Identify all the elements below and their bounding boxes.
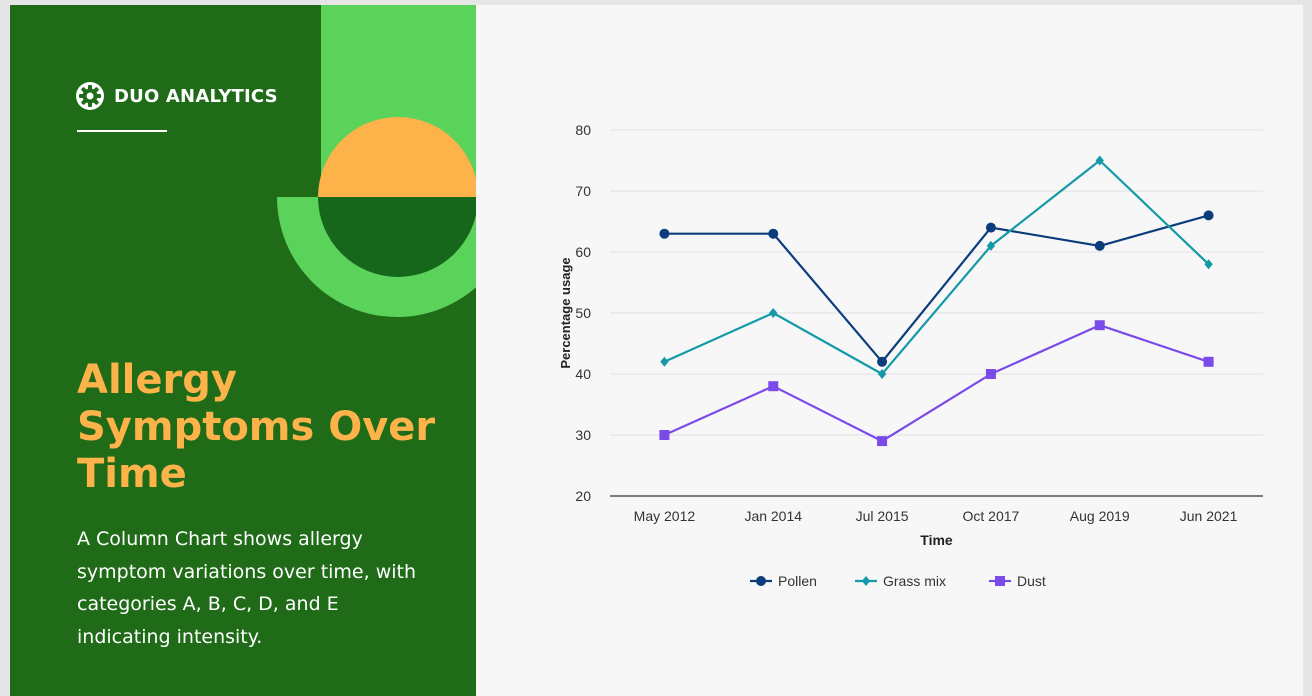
x-tick-label: Jun 2021 (1180, 508, 1238, 524)
x-tick-label: Aug 2019 (1070, 508, 1130, 524)
slide: DUO ANALYTICS Allergy Symptoms Over Time… (10, 5, 1303, 696)
line-chart: 20 30 40 50 60 70 80 May 2012 Jan 2014 Jul 2015 O… (558, 122, 1263, 589)
legend-item-grass-mix: Grass mix (855, 573, 946, 589)
decorative-shapes (277, 5, 476, 317)
data-point-pollen (659, 228, 670, 239)
orange-semicircle-shape (318, 117, 476, 197)
dark-green-semicircle-shape (318, 197, 476, 277)
y-tick-label: 40 (575, 366, 591, 382)
data-point-pollen (1094, 240, 1105, 251)
page-title: Allergy Symptoms Over Time (77, 357, 436, 497)
data-point-dust (877, 436, 888, 447)
data-point-grass-mix (1204, 259, 1213, 270)
chart-gridlines (610, 129, 1263, 436)
legend-label: Grass mix (883, 573, 946, 589)
y-tick-label: 70 (575, 183, 591, 199)
chart-legend: Pollen Grass mix Dust (750, 573, 1046, 589)
data-point-dust (659, 430, 670, 440)
data-point-dust (768, 381, 779, 392)
legend-swatch-marker (756, 576, 766, 586)
brand: DUO ANALYTICS (75, 81, 278, 111)
brand-divider (77, 130, 167, 132)
data-point-grass-mix (660, 356, 669, 367)
title-panel: DUO ANALYTICS Allergy Symptoms Over Time… (10, 5, 476, 696)
data-point-pollen (877, 356, 888, 367)
data-point-dust (1094, 320, 1105, 331)
legend-swatch-marker (861, 576, 871, 586)
y-tick-label: 80 (575, 122, 591, 138)
legend-item-dust: Dust (989, 573, 1046, 589)
x-axis-ticks: May 2012 Jan 2014 Jul 2015 Oct 2017 Aug 2019… (634, 508, 1238, 524)
y-tick-label: 30 (575, 427, 591, 443)
y-axis-label: Percentage usage (558, 257, 573, 368)
series-pollen (659, 210, 1214, 367)
y-tick-label: 60 (575, 244, 591, 260)
data-point-dust (1203, 356, 1214, 367)
series-dust (659, 320, 1214, 447)
series-grass-mix (660, 155, 1213, 379)
series-line-dust (663, 324, 1209, 443)
x-tick-label: Jan 2014 (744, 508, 802, 524)
data-point-grass-mix (769, 308, 778, 318)
legend-label: Dust (1017, 573, 1046, 589)
y-tick-label: 50 (575, 305, 591, 321)
series-line-pollen (664, 214, 1209, 363)
legend-swatch-marker (995, 576, 1005, 586)
data-point-pollen (1203, 210, 1214, 221)
data-point-grass-mix (986, 240, 996, 251)
x-tick-label: Oct 2017 (963, 508, 1020, 524)
gear-icon (76, 82, 104, 110)
data-point-dust (985, 369, 996, 379)
chart-series (659, 155, 1214, 447)
y-tick-label: 20 (575, 488, 591, 504)
x-tick-label: May 2012 (634, 508, 696, 524)
data-point-pollen (768, 228, 779, 239)
legend-item-pollen: Pollen (750, 573, 817, 589)
legend-label: Pollen (778, 573, 817, 589)
data-point-grass-mix (1095, 155, 1104, 166)
x-axis-label: Time (920, 532, 953, 548)
page-description: A Column Chart shows allergy symptom var… (77, 528, 417, 648)
brand-name: DUO ANALYTICS (114, 85, 278, 107)
y-axis-ticks: 20 30 40 50 60 70 80 (575, 122, 591, 504)
series-line-grass-mix (663, 159, 1210, 376)
data-point-pollen (985, 222, 996, 233)
x-tick-label: Jul 2015 (856, 508, 909, 524)
